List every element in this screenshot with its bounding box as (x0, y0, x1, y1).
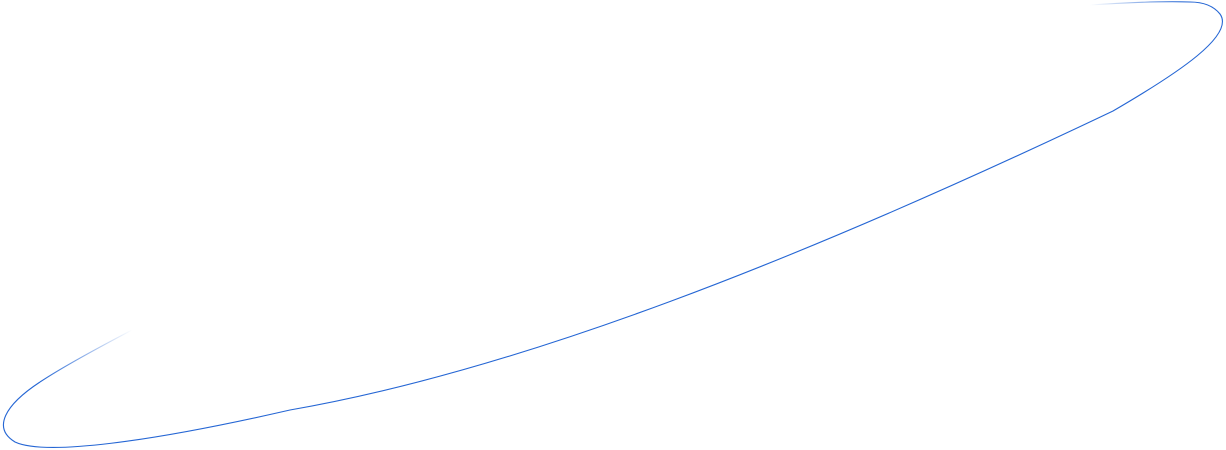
swoosh-end-segment (1089, 1, 1191, 6)
swoosh-start-segment (39, 329, 133, 383)
swoosh-main-segment (3, 1, 1223, 448)
